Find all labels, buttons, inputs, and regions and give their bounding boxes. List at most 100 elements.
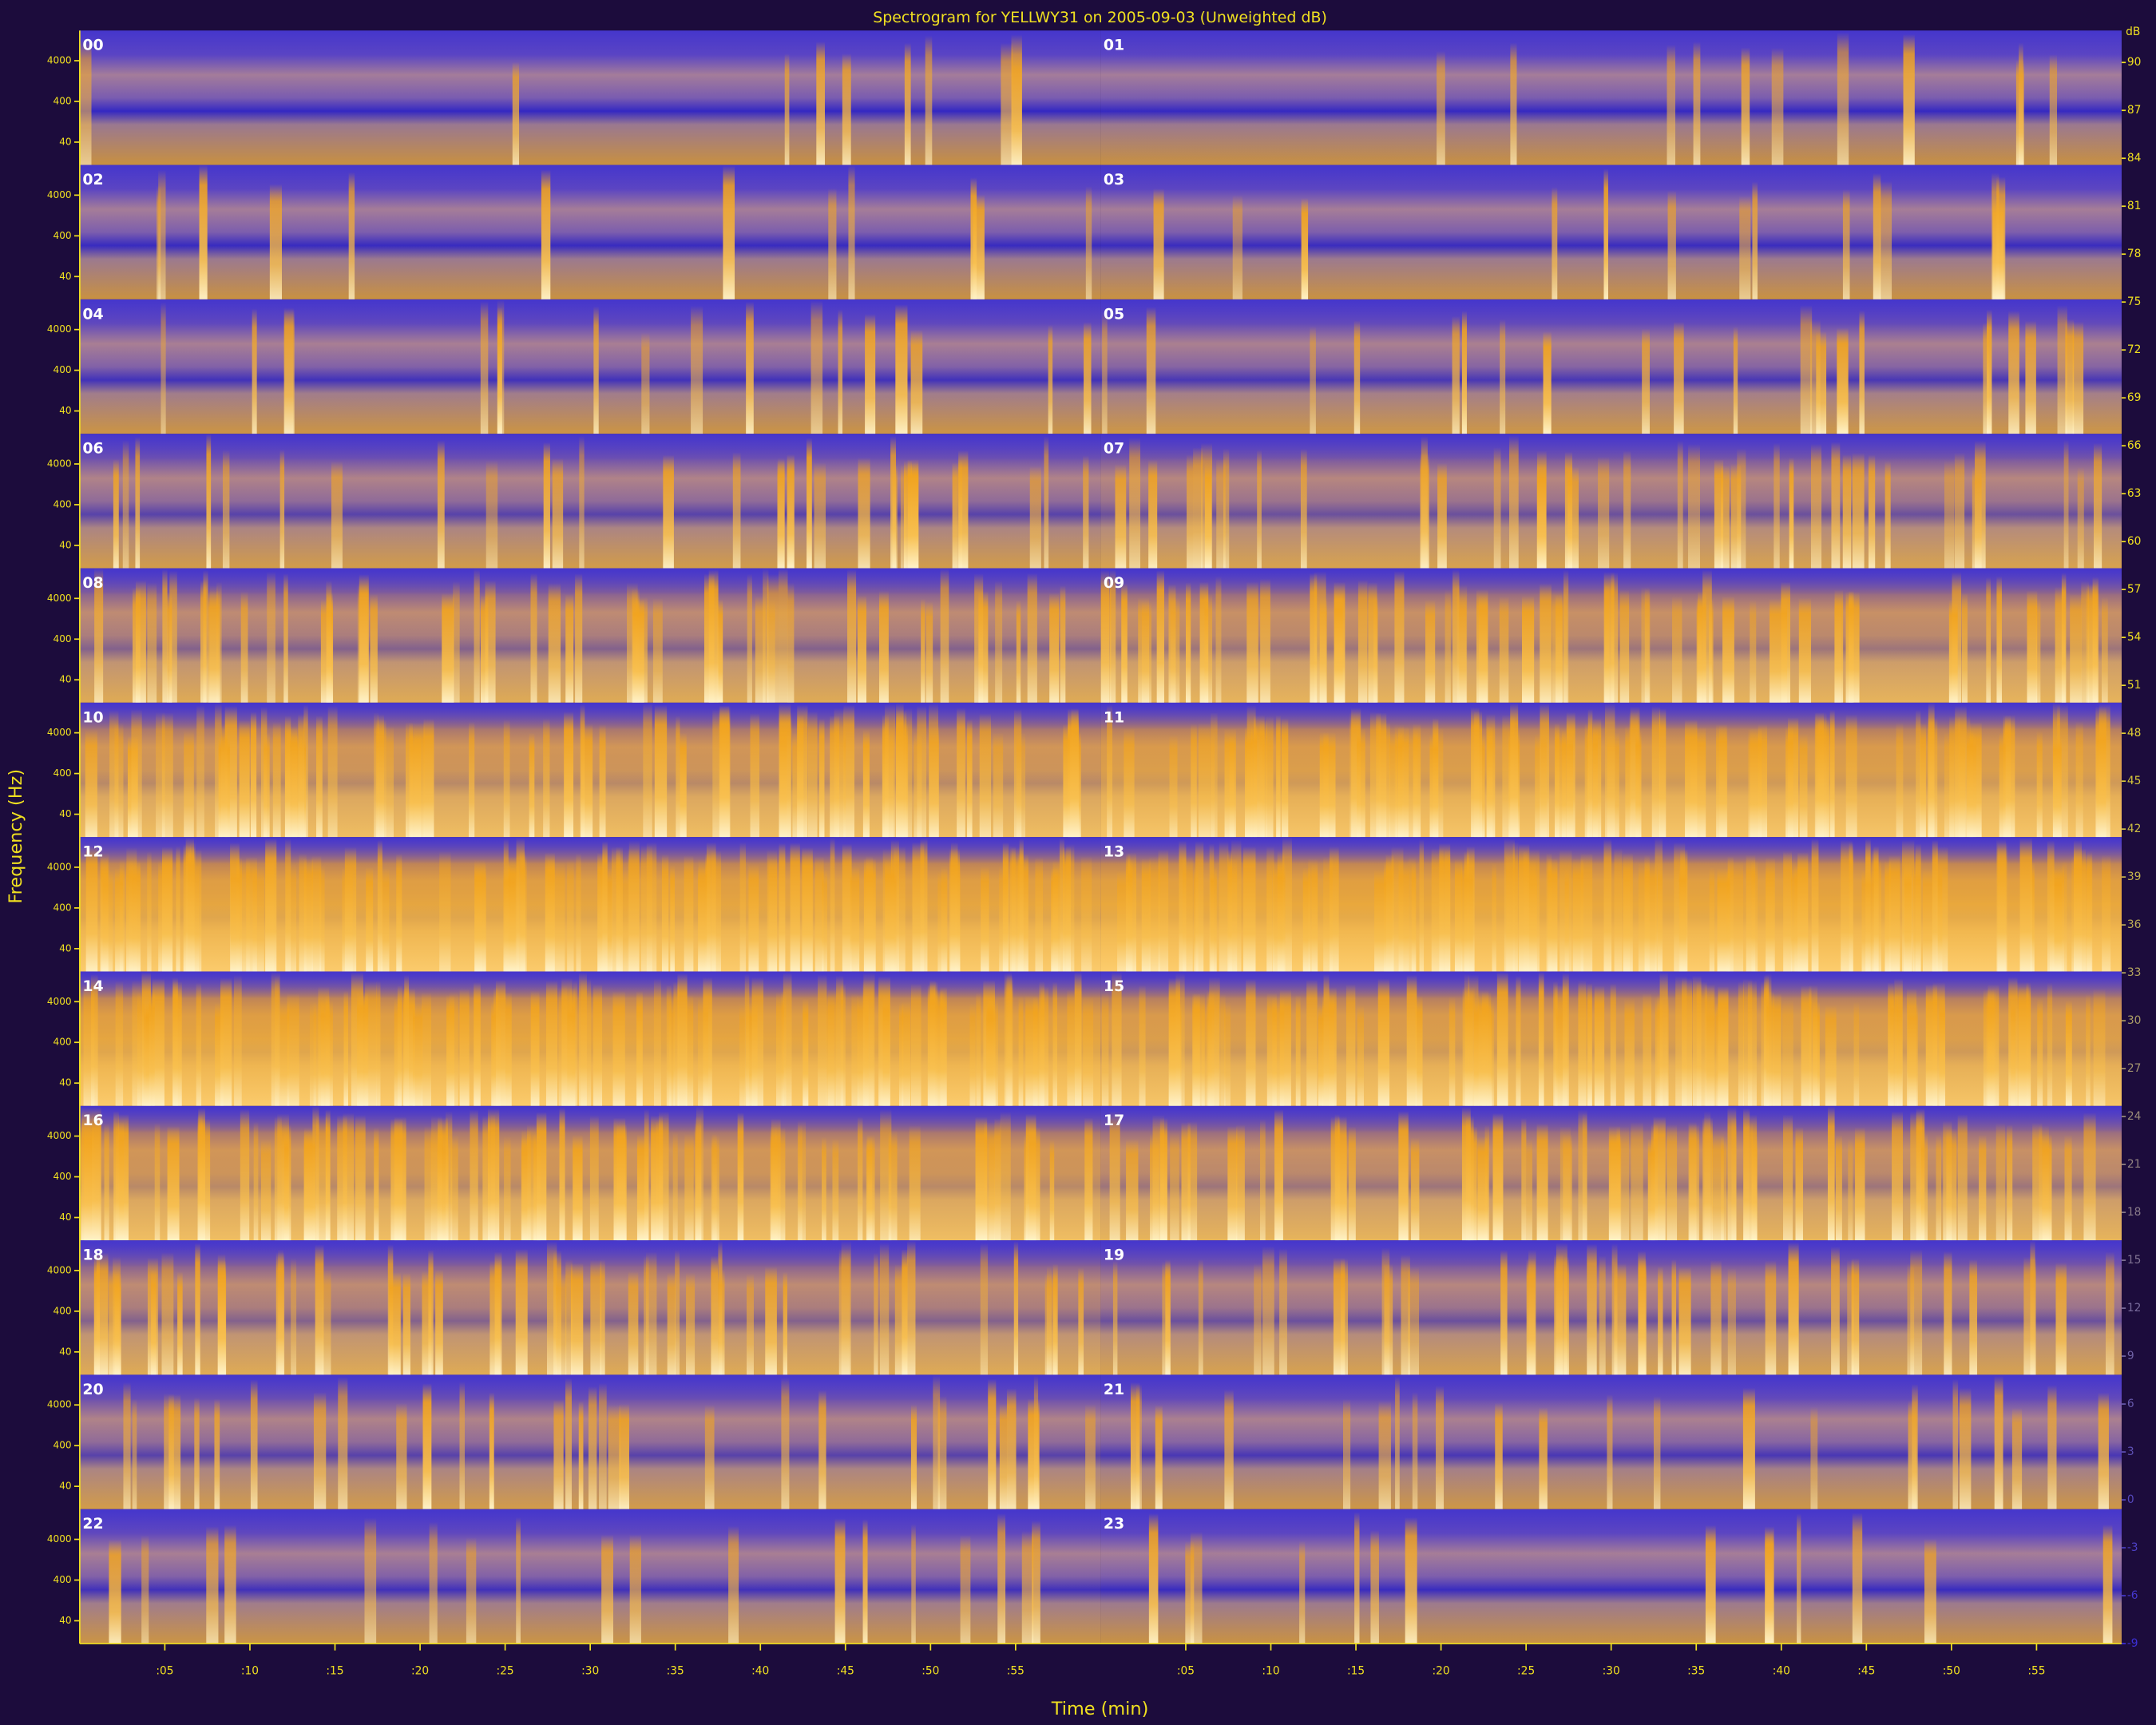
streak (240, 859, 250, 972)
streak (527, 1124, 537, 1241)
streak (894, 846, 906, 972)
colorbar-tick-label: 36 (2127, 918, 2142, 931)
y-tick-label: 40 (59, 942, 71, 954)
y-tick-label: 400 (54, 633, 72, 644)
streak (748, 863, 759, 972)
streak (1461, 311, 1467, 434)
streak (628, 848, 640, 972)
streak (269, 184, 282, 299)
colorbar-tick-label: 69 (2127, 391, 2142, 404)
panel-label: 10 (82, 708, 103, 726)
y-tick-label: 40 (59, 1346, 71, 1357)
streak (196, 705, 204, 838)
streak (1052, 981, 1057, 1106)
streak (2057, 305, 2067, 434)
streak (1100, 569, 1110, 703)
streak (608, 1404, 620, 1509)
streak (1852, 1513, 1863, 1644)
streak (668, 998, 675, 1106)
y-tick-label: 40 (59, 271, 71, 282)
streak (1389, 731, 1397, 838)
streak (1999, 732, 2006, 838)
streak (573, 1134, 583, 1241)
streak (1529, 849, 1540, 972)
streak (1587, 709, 1593, 838)
streak (902, 1249, 908, 1375)
streak (1605, 703, 1615, 838)
streak (1961, 593, 1968, 703)
streak (198, 1108, 205, 1241)
streak (167, 592, 172, 703)
streak (1158, 849, 1169, 972)
streak (221, 724, 228, 838)
streak (1000, 1112, 1011, 1241)
streak (516, 1517, 521, 1644)
streak (1916, 709, 1921, 838)
streak (1141, 859, 1151, 972)
streak (1018, 996, 1024, 1106)
streak (1462, 986, 1475, 1106)
streak (338, 1377, 348, 1509)
streak (1859, 310, 1865, 434)
streak (1644, 855, 1650, 972)
spectrogram-panel (79, 434, 1101, 569)
spectrogram-panel (1100, 971, 2122, 1106)
panel-activity (1100, 1240, 2122, 1375)
streak (1790, 864, 1798, 972)
streak (827, 989, 837, 1106)
streak (547, 858, 555, 972)
streak (374, 1128, 379, 1241)
streak (195, 1243, 200, 1375)
streak (104, 1124, 109, 1241)
streak (503, 866, 516, 972)
streak (158, 170, 166, 299)
streak (2074, 848, 2087, 972)
streak (343, 990, 348, 1106)
streak (1837, 32, 1849, 165)
streak (188, 847, 196, 972)
streak (2042, 1133, 2052, 1241)
streak (1538, 971, 1544, 1106)
streak (937, 870, 947, 972)
streak (325, 1109, 331, 1241)
y-tick-label: 4000 (47, 1533, 72, 1545)
streak (902, 1001, 911, 1106)
streak (275, 975, 279, 1106)
streak (787, 582, 795, 703)
streak (1006, 1388, 1017, 1509)
streak (1223, 448, 1230, 569)
streak (575, 573, 583, 703)
streak (149, 991, 155, 1106)
streak (1492, 1112, 1504, 1241)
streak (1460, 864, 1473, 972)
streak (565, 1378, 572, 1509)
streak (2092, 577, 2099, 703)
streak (552, 458, 564, 569)
streak (1301, 197, 1309, 299)
streak (787, 454, 795, 569)
streak (131, 709, 142, 838)
streak (1939, 997, 1946, 1106)
streak (921, 598, 925, 703)
streak (1500, 319, 1506, 434)
streak (1709, 866, 1715, 972)
streak (1246, 978, 1256, 1106)
colorbar-tick-label: 45 (2127, 775, 2142, 787)
streak (172, 981, 182, 1106)
streak (1738, 981, 1744, 1106)
streak (579, 436, 585, 569)
streak (495, 980, 506, 1106)
panel-label: 01 (1104, 37, 1124, 54)
y-tick-label: 400 (54, 902, 72, 913)
streak (1522, 596, 1535, 703)
streak (763, 568, 769, 703)
streak (744, 974, 750, 1106)
streak (1378, 1401, 1391, 1509)
streak (1924, 1538, 1936, 1644)
streak (1852, 453, 1865, 569)
colorbar-tick-label: 78 (2127, 248, 2142, 260)
streak (1853, 1001, 1860, 1106)
streak (1554, 723, 1560, 838)
streak (437, 440, 445, 569)
streak (732, 452, 741, 569)
